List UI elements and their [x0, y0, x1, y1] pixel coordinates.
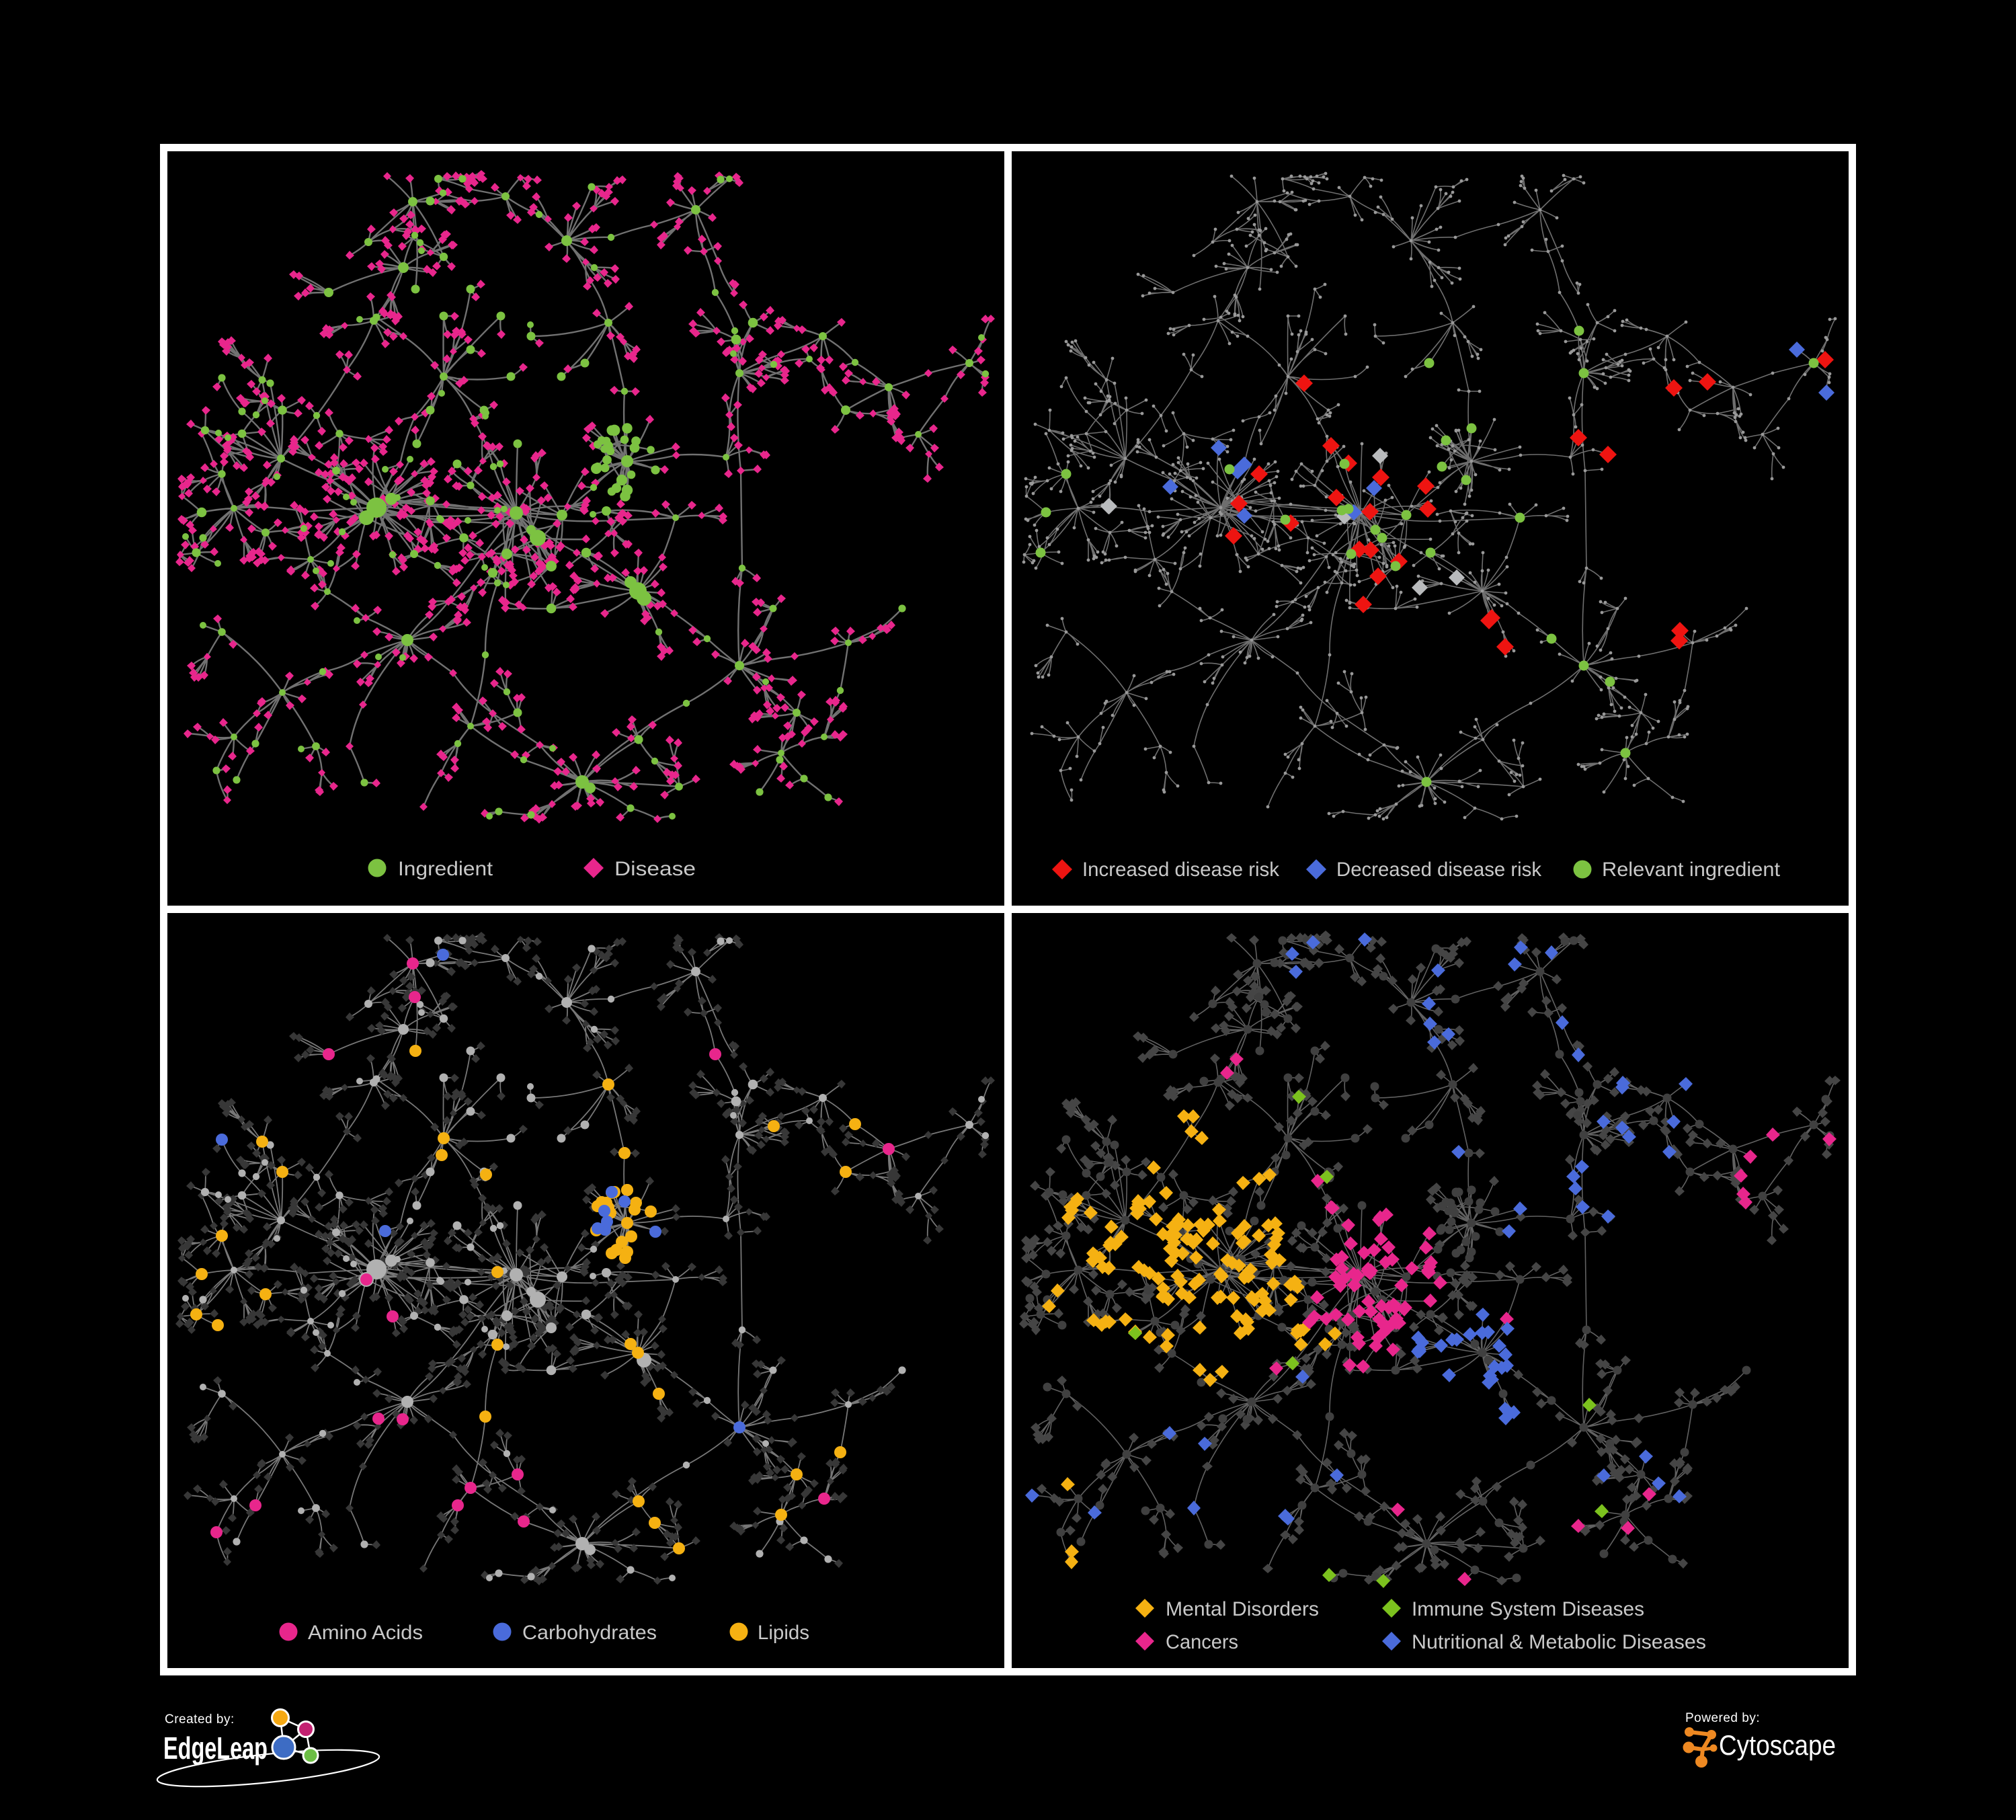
svg-text:Powered by:: Powered by:: [1685, 1711, 1760, 1725]
svg-text:Mental Disorders: Mental Disorders: [1166, 1598, 1319, 1620]
svg-text:Increased disease risk: Increased disease risk: [1082, 859, 1280, 881]
svg-text:Carbohydrates: Carbohydrates: [522, 1622, 657, 1644]
svg-text:Cancers: Cancers: [1166, 1631, 1238, 1653]
svg-text:EdgeLeap: EdgeLeap: [163, 1731, 268, 1766]
svg-text:Lipids: Lipids: [758, 1622, 809, 1644]
svg-text:Ingredient: Ingredient: [398, 858, 493, 880]
svg-text:Disease: Disease: [614, 858, 696, 880]
svg-text:Created by:: Created by:: [165, 1712, 235, 1727]
svg-text:Immune System Diseases: Immune System Diseases: [1412, 1598, 1644, 1620]
svg-text:Decreased disease risk: Decreased disease risk: [1336, 859, 1542, 881]
svg-text:Nutritional & Metabolic Diseas: Nutritional & Metabolic Diseases: [1412, 1631, 1706, 1653]
svg-text:Cytoscape: Cytoscape: [1719, 1729, 1836, 1761]
svg-text:Amino Acids: Amino Acids: [308, 1622, 423, 1644]
svg-text:Relevant ingredient: Relevant ingredient: [1602, 859, 1781, 881]
